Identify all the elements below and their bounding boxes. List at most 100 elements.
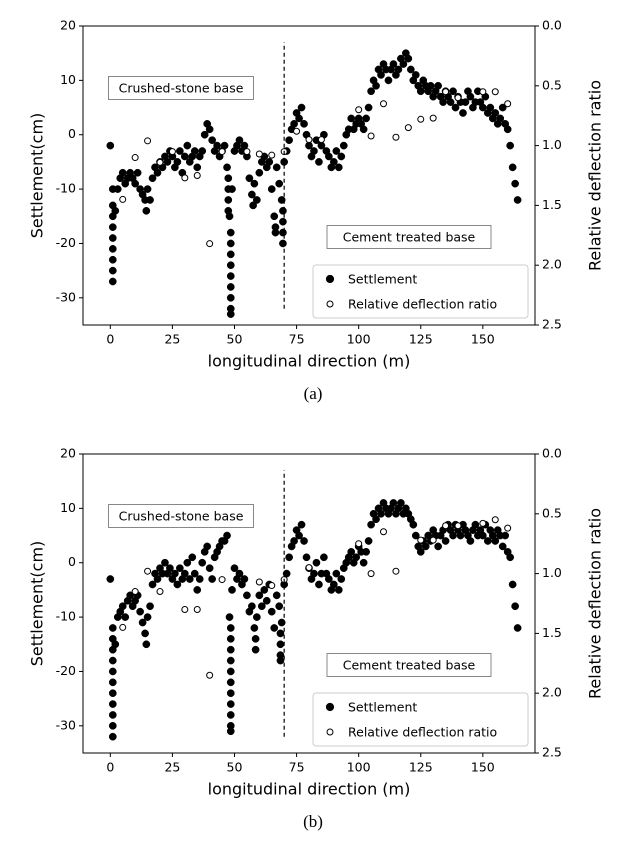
settlement-point xyxy=(131,179,140,188)
settlement-point xyxy=(146,196,154,204)
y2-tick-label: 0.0 xyxy=(542,446,562,461)
deflection-point xyxy=(305,564,313,572)
settlement-point xyxy=(501,531,510,540)
settlement-point xyxy=(223,531,231,540)
annotation-box xyxy=(108,504,254,528)
deflection-point xyxy=(119,623,127,631)
settlement-point xyxy=(276,656,285,665)
settlement-point xyxy=(486,103,495,112)
settlement-point xyxy=(226,689,235,698)
settlement-point xyxy=(148,580,157,589)
settlement-point xyxy=(226,727,235,736)
settlement-point xyxy=(478,103,487,112)
settlement-point xyxy=(325,575,333,583)
settlement-point xyxy=(389,499,398,507)
settlement-point xyxy=(297,520,306,529)
deflection-point xyxy=(367,570,375,578)
settlement-point xyxy=(108,711,117,719)
deflection-point xyxy=(491,516,499,524)
y-tick-label: 10 xyxy=(60,500,76,515)
y2-tick-label: 2.5 xyxy=(542,317,562,332)
settlement-point xyxy=(118,168,127,177)
deflection-point xyxy=(417,536,425,544)
annotation: Crushed-stone base xyxy=(119,509,244,524)
deflection-point xyxy=(429,114,437,122)
settlement-point xyxy=(270,624,279,632)
settlement-point xyxy=(108,212,117,221)
axes-frame xyxy=(82,453,536,754)
settlement-point xyxy=(352,553,361,562)
settlement-point xyxy=(190,569,199,578)
settlement-point xyxy=(279,239,287,248)
settlement-point xyxy=(171,569,179,578)
settlement-point xyxy=(362,114,370,123)
settlement-point xyxy=(329,580,338,589)
x-tick-label: 125 xyxy=(409,332,433,347)
settlement-point xyxy=(461,98,470,106)
settlement-point xyxy=(226,678,235,687)
settlement-point xyxy=(459,109,467,117)
legend-label: Settlement xyxy=(348,272,417,287)
settlement-point xyxy=(183,558,192,567)
settlement-point xyxy=(320,553,328,562)
settlement-point xyxy=(364,537,373,545)
settlement-point xyxy=(153,575,162,583)
deflection-point xyxy=(144,137,152,145)
settlement-point xyxy=(251,634,260,643)
settlement-point xyxy=(153,168,162,177)
settlement-point xyxy=(226,228,235,237)
settlement-point xyxy=(397,499,405,507)
settlement-point xyxy=(252,613,261,621)
settlement-point xyxy=(471,520,480,529)
settlement-point xyxy=(466,92,475,101)
settlement-point xyxy=(226,293,235,302)
settlement-point xyxy=(180,569,189,578)
settlement-point xyxy=(449,531,457,540)
settlement-point xyxy=(224,206,233,215)
settlement-point xyxy=(106,141,115,150)
settlement-point xyxy=(173,158,182,166)
caption: (a) xyxy=(304,384,323,403)
settlement-point xyxy=(108,645,117,654)
settlement-point xyxy=(267,185,276,193)
y-axis-label: Settlement(cm) xyxy=(28,541,47,667)
settlement-point xyxy=(193,163,202,172)
settlement-point xyxy=(257,602,266,611)
settlement-point xyxy=(226,711,235,719)
settlement-point xyxy=(188,553,197,562)
settlement-point xyxy=(332,147,341,155)
settlement-point xyxy=(226,250,235,259)
settlement-point xyxy=(108,732,117,741)
settlement-point xyxy=(503,125,512,134)
settlement-point xyxy=(176,564,184,573)
settlement-point xyxy=(456,531,465,540)
caption: (b) xyxy=(303,812,323,831)
settlement-point xyxy=(195,575,204,583)
settlement-point xyxy=(364,103,373,112)
settlement-point xyxy=(506,141,515,150)
settlement-point xyxy=(255,591,264,600)
settlement-point xyxy=(250,624,259,632)
subplot: 0 25 50 75 100 125 150 -30 -20 -10 0 10 20 0.0 0.5 1.0 1… xyxy=(28,446,605,831)
settlement-point xyxy=(173,580,182,589)
settlement-point xyxy=(411,531,420,540)
settlement-point xyxy=(276,640,285,649)
x-tick-label: 75 xyxy=(289,332,305,347)
settlement-point xyxy=(108,277,117,286)
settlement-point xyxy=(193,586,202,594)
settlement-point xyxy=(230,564,239,573)
settlement-point xyxy=(416,548,425,556)
settlement-point xyxy=(315,580,323,589)
settlement-point xyxy=(161,558,169,567)
settlement-point xyxy=(143,185,152,193)
settlement-point xyxy=(224,174,233,183)
legend-marker xyxy=(325,702,335,712)
y2-tick-label: 0.5 xyxy=(542,505,562,520)
settlement-point xyxy=(297,103,306,112)
settlement-point xyxy=(272,163,281,172)
y-tick-label: 0 xyxy=(68,554,76,569)
deflection-point xyxy=(491,88,499,96)
settlement-point xyxy=(337,152,346,161)
y2-tick-label: 2.5 xyxy=(542,745,562,760)
settlement-point xyxy=(226,261,235,270)
